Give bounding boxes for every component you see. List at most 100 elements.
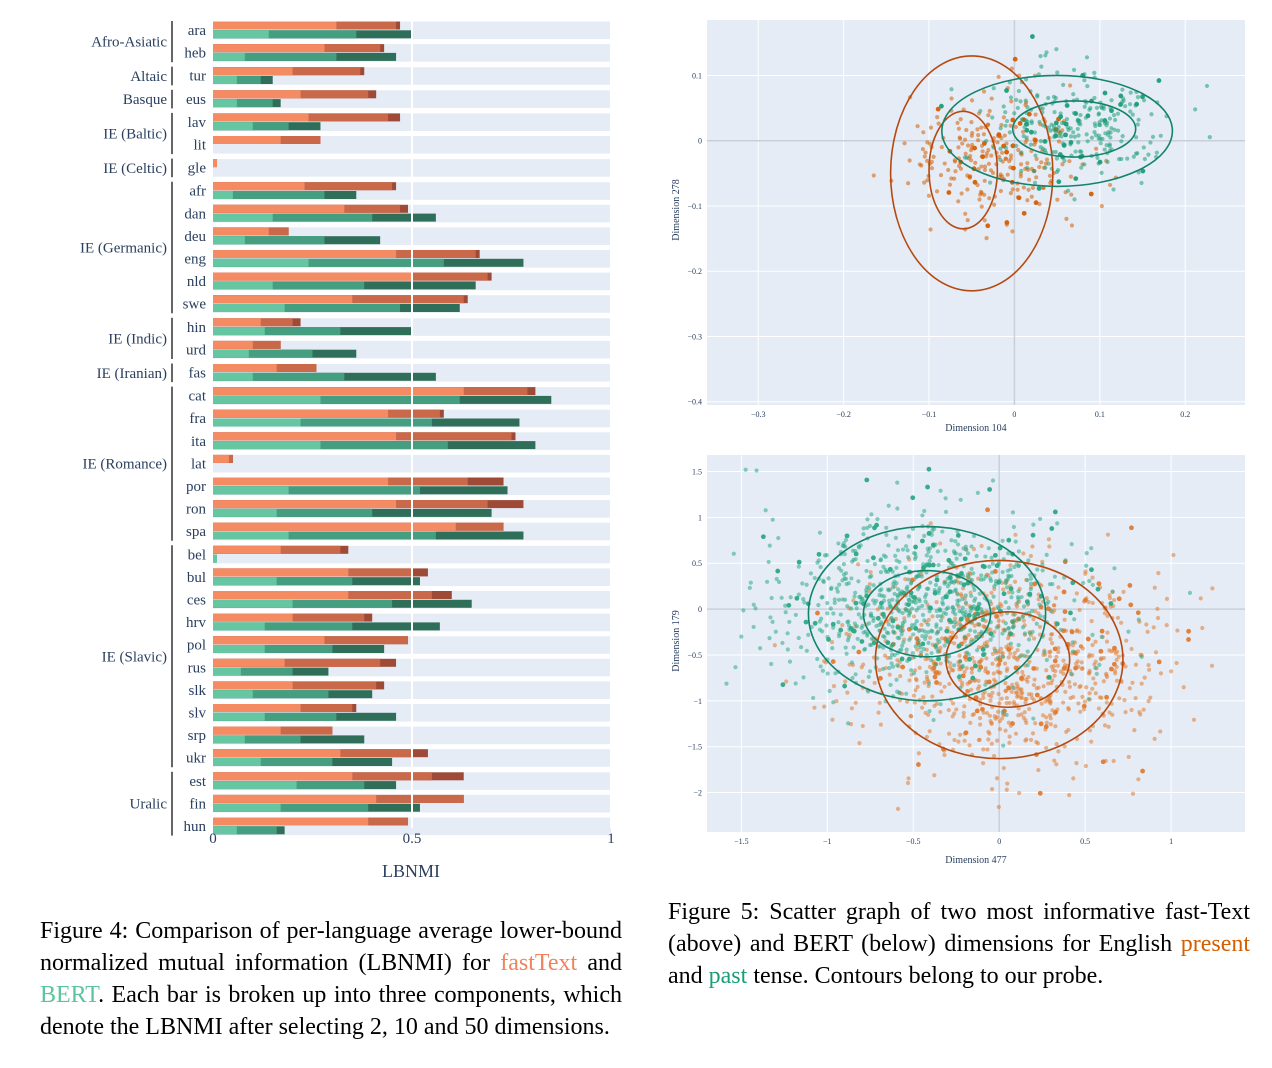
point-present <box>1089 739 1094 744</box>
x-tick-label: 1 <box>1169 837 1173 846</box>
point-past <box>858 600 863 605</box>
point-past <box>899 656 905 662</box>
point-past <box>1015 600 1020 605</box>
point-present <box>1009 689 1014 694</box>
point-past <box>1029 120 1034 126</box>
contour-present <box>945 611 1071 709</box>
point-present <box>1156 571 1161 576</box>
point-past <box>910 606 915 611</box>
point-present <box>935 115 940 120</box>
point-present <box>1105 613 1110 619</box>
point-present <box>1004 222 1009 227</box>
point-past <box>831 611 836 616</box>
point-present <box>1056 585 1061 590</box>
point-present <box>1186 628 1192 634</box>
point-present <box>974 708 980 714</box>
point-present <box>1041 684 1046 689</box>
point-present <box>969 119 974 125</box>
fasttext-x-axis-title: Dimension 104 <box>945 423 1006 434</box>
point-past <box>875 615 881 621</box>
bar-fasttext-slk-2dims <box>213 681 293 690</box>
point-present <box>928 125 934 130</box>
point-present <box>1036 597 1041 602</box>
point-present <box>952 158 957 163</box>
point-present <box>1155 606 1160 611</box>
point-past <box>962 155 968 160</box>
point-present <box>1031 666 1037 671</box>
point-past <box>815 560 820 565</box>
point-past <box>1038 54 1043 59</box>
point-present <box>1093 639 1098 644</box>
point-past <box>1003 600 1008 605</box>
point-present <box>1062 609 1068 615</box>
point-past <box>918 645 923 650</box>
point-past <box>1054 156 1060 161</box>
bar-fasttext-srp-2dims <box>213 726 281 735</box>
point-past <box>988 576 993 581</box>
point-present <box>1114 657 1119 662</box>
point-present <box>1071 776 1076 781</box>
bar-bert-fin-2dims <box>213 803 281 812</box>
point-present <box>958 166 964 171</box>
point-present <box>815 610 820 616</box>
point-past <box>889 615 894 621</box>
point-past <box>724 681 729 686</box>
bar-bert-urd-2dims <box>213 349 249 358</box>
point-past <box>874 623 879 629</box>
point-present <box>1053 595 1058 601</box>
point-past <box>801 675 806 680</box>
point-present <box>958 136 963 141</box>
point-present <box>984 151 990 156</box>
point-present <box>963 211 968 216</box>
point-past <box>949 579 954 585</box>
bar-fasttext-slk-10dims <box>213 681 377 690</box>
point-present <box>1074 629 1079 634</box>
point-past <box>1012 564 1017 570</box>
point-present <box>1112 648 1117 653</box>
point-past <box>829 585 834 590</box>
point-past <box>933 582 939 588</box>
point-past <box>907 637 912 642</box>
point-present <box>1010 721 1015 726</box>
point-present <box>1145 629 1150 634</box>
point-present <box>1107 182 1113 188</box>
point-past <box>922 594 928 600</box>
point-past <box>1119 139 1124 144</box>
point-present <box>1063 662 1068 668</box>
point-present <box>856 649 862 655</box>
point-present <box>967 743 972 748</box>
point-past <box>864 477 870 483</box>
point-past <box>1204 83 1210 89</box>
point-past <box>865 517 870 522</box>
point-past <box>864 568 869 574</box>
point-past <box>1111 113 1117 118</box>
point-past <box>998 146 1003 151</box>
point-past <box>1003 123 1008 128</box>
point-present <box>1018 162 1024 167</box>
point-past <box>963 600 968 605</box>
point-past <box>741 608 746 613</box>
group-label-ie-indic-: IE (Indic) <box>108 331 167 347</box>
point-past <box>1010 510 1016 515</box>
point-present <box>977 737 982 743</box>
bar-bert-afr-2dims <box>213 191 233 199</box>
point-present <box>979 143 985 149</box>
point-past <box>1053 120 1059 126</box>
y-tick-label: −0.2 <box>687 267 702 276</box>
point-past <box>1070 640 1075 645</box>
point-past <box>1072 134 1077 139</box>
point-present <box>997 727 1003 732</box>
point-present <box>964 666 969 671</box>
point-past <box>894 565 899 570</box>
point-present <box>915 124 920 129</box>
point-past <box>816 603 821 608</box>
point-past <box>916 605 921 610</box>
point-present <box>1111 758 1116 764</box>
point-past <box>1125 156 1130 161</box>
point-present <box>1012 579 1018 584</box>
point-present <box>1062 744 1067 749</box>
point-past <box>990 633 995 639</box>
point-past <box>852 594 857 599</box>
point-past <box>783 610 788 615</box>
point-present <box>1114 664 1119 670</box>
